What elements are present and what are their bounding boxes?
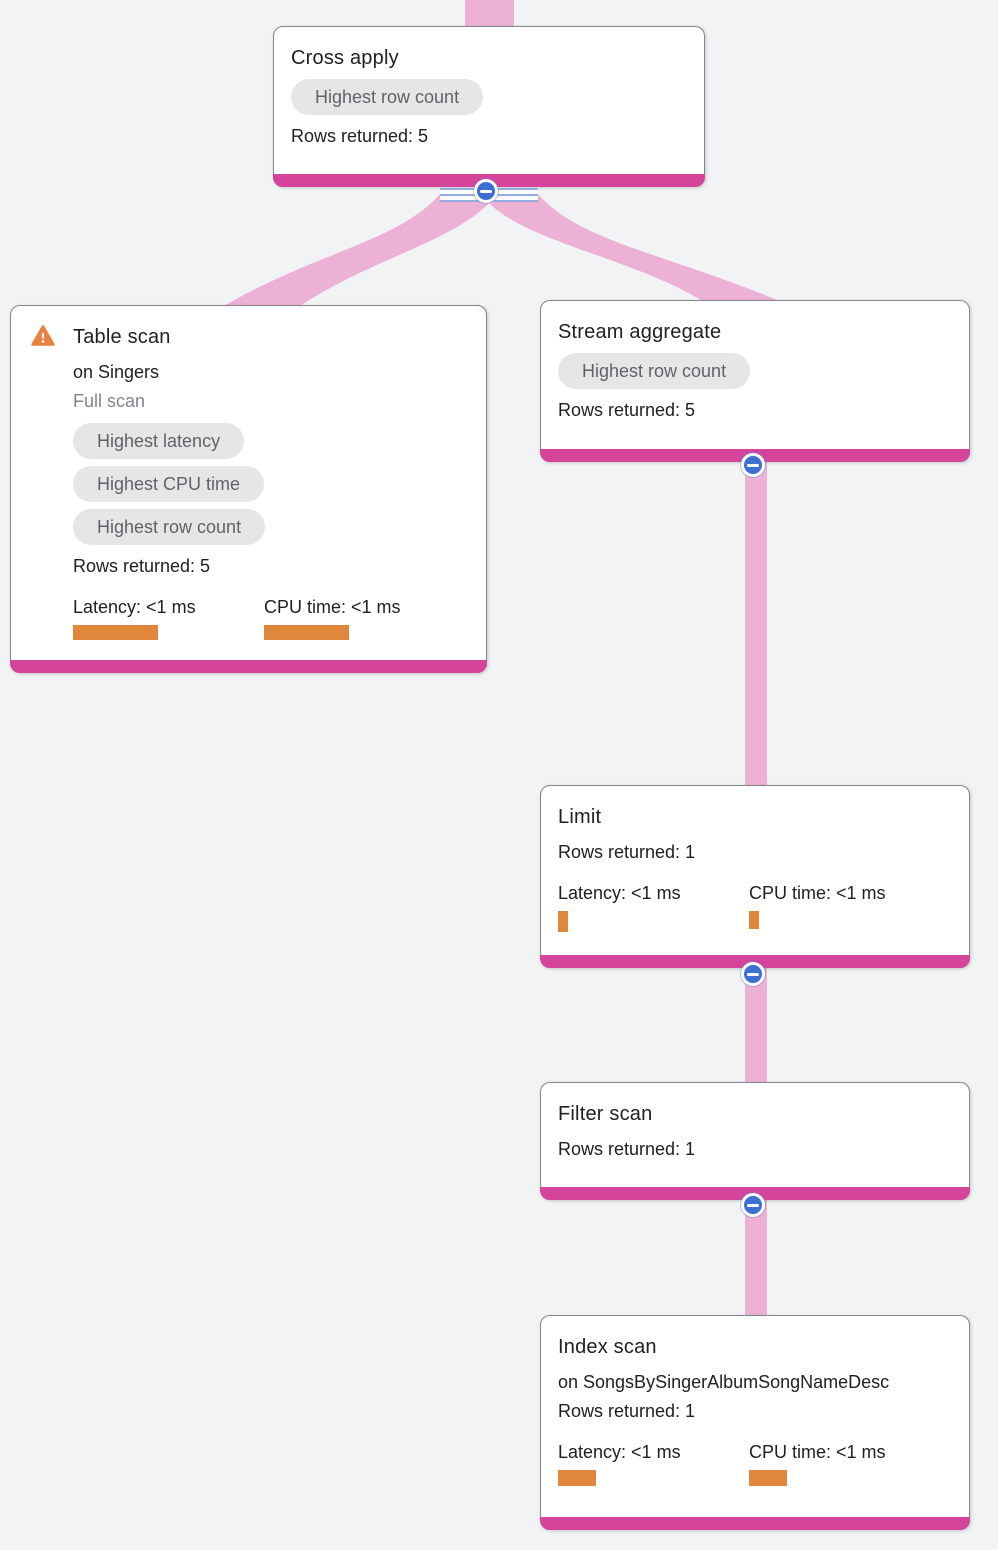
latency-bar	[73, 625, 158, 640]
latency-label: Latency: <1 ms	[558, 1442, 681, 1462]
node-accent-bar	[540, 955, 970, 968]
node-subtitle: on SongsBySingerAlbumSongNameDesc	[558, 1372, 890, 1392]
warning-icon	[30, 323, 56, 349]
badge-highest-row-count: Highest row count	[291, 79, 484, 115]
edge-cross-apply-to-table-scan	[224, 194, 492, 306]
rows-returned-label: Rows returned: 5	[291, 126, 429, 146]
latency-label: Latency: <1 ms	[558, 883, 681, 903]
edge-limit-to-filter-scan	[745, 960, 767, 1085]
collapse-button-cross-apply[interactable]	[474, 179, 498, 203]
node-accent-bar	[540, 1517, 970, 1530]
node-title: Index scan	[558, 1336, 657, 1358]
node-title: Limit	[558, 806, 602, 828]
cpu-time-bar	[749, 1470, 787, 1486]
node-title: Filter scan	[558, 1103, 653, 1125]
rows-returned-label: Rows returned: 5	[73, 556, 211, 576]
cpu-time-metric: CPU time: <1 ms	[749, 1441, 940, 1486]
rows-returned-label: Rows returned: 5	[558, 400, 696, 420]
collapse-button-limit[interactable]	[741, 962, 765, 986]
cpu-time-metric: CPU time: <1 ms	[749, 882, 940, 932]
plan-node-cross-apply[interactable]: Cross apply Highest row count Rows retur…	[273, 26, 705, 187]
cpu-time-label: CPU time: <1 ms	[264, 597, 401, 617]
edge-cross-apply-to-stream-aggregate	[486, 194, 782, 303]
latency-label: Latency: <1 ms	[73, 597, 196, 617]
rows-returned-label: Rows returned: 1	[558, 1401, 696, 1421]
latency-metric: Latency: <1 ms	[558, 882, 749, 932]
cpu-time-bar	[264, 625, 349, 640]
minus-icon	[747, 972, 759, 976]
node-title: Stream aggregate	[558, 321, 722, 343]
metrics-row: Latency: <1 ms CPU time: <1 ms	[558, 882, 953, 932]
badge-highest-cpu-time: Highest CPU time	[73, 466, 265, 502]
minus-icon	[747, 1203, 759, 1207]
latency-metric: Latency: <1 ms	[73, 596, 264, 640]
node-accent-bar	[10, 660, 487, 673]
latency-bar	[558, 1470, 596, 1486]
cpu-time-metric: CPU time: <1 ms	[264, 596, 455, 640]
plan-node-stream-aggregate[interactable]: Stream aggregate Highest row count Rows …	[540, 300, 970, 462]
collapse-button-stream-aggregate[interactable]	[741, 453, 765, 477]
cpu-time-label: CPU time: <1 ms	[749, 1442, 886, 1462]
metrics-row: Latency: <1 ms CPU time: <1 ms	[558, 1441, 953, 1486]
metrics-row: Latency: <1 ms CPU time: <1 ms	[73, 596, 470, 640]
rows-returned-label: Rows returned: 1	[558, 1139, 696, 1159]
edge-stream-aggregate-to-limit	[745, 450, 767, 787]
badge-highest-latency: Highest latency	[73, 423, 245, 459]
plan-node-table-scan[interactable]: Table scan on Singers Full scan Highest …	[10, 305, 487, 673]
edge-filter-scan-to-index-scan	[745, 1195, 767, 1317]
latency-bar	[558, 911, 568, 932]
node-title: Cross apply	[291, 47, 399, 69]
plan-node-index-scan[interactable]: Index scan on SongsBySingerAlbumSongName…	[540, 1315, 970, 1530]
badge-highest-row-count: Highest row count	[73, 509, 266, 545]
node-title: Table scan	[73, 326, 171, 348]
node-note: Full scan	[73, 391, 146, 411]
latency-metric: Latency: <1 ms	[558, 1441, 749, 1486]
collapse-button-filter-scan[interactable]	[741, 1193, 765, 1217]
edge-parent-to-cross-apply	[465, 0, 514, 28]
plan-node-filter-scan[interactable]: Filter scan Rows returned: 1	[540, 1082, 970, 1200]
minus-icon	[480, 189, 492, 193]
cpu-time-bar	[749, 911, 759, 929]
plan-node-limit[interactable]: Limit Rows returned: 1 Latency: <1 ms CP…	[540, 785, 970, 968]
cpu-time-label: CPU time: <1 ms	[749, 883, 886, 903]
rows-returned-label: Rows returned: 1	[558, 842, 696, 862]
node-subtitle: on Singers	[73, 362, 160, 382]
badge-highest-row-count: Highest row count	[558, 353, 751, 389]
minus-icon	[747, 463, 759, 467]
